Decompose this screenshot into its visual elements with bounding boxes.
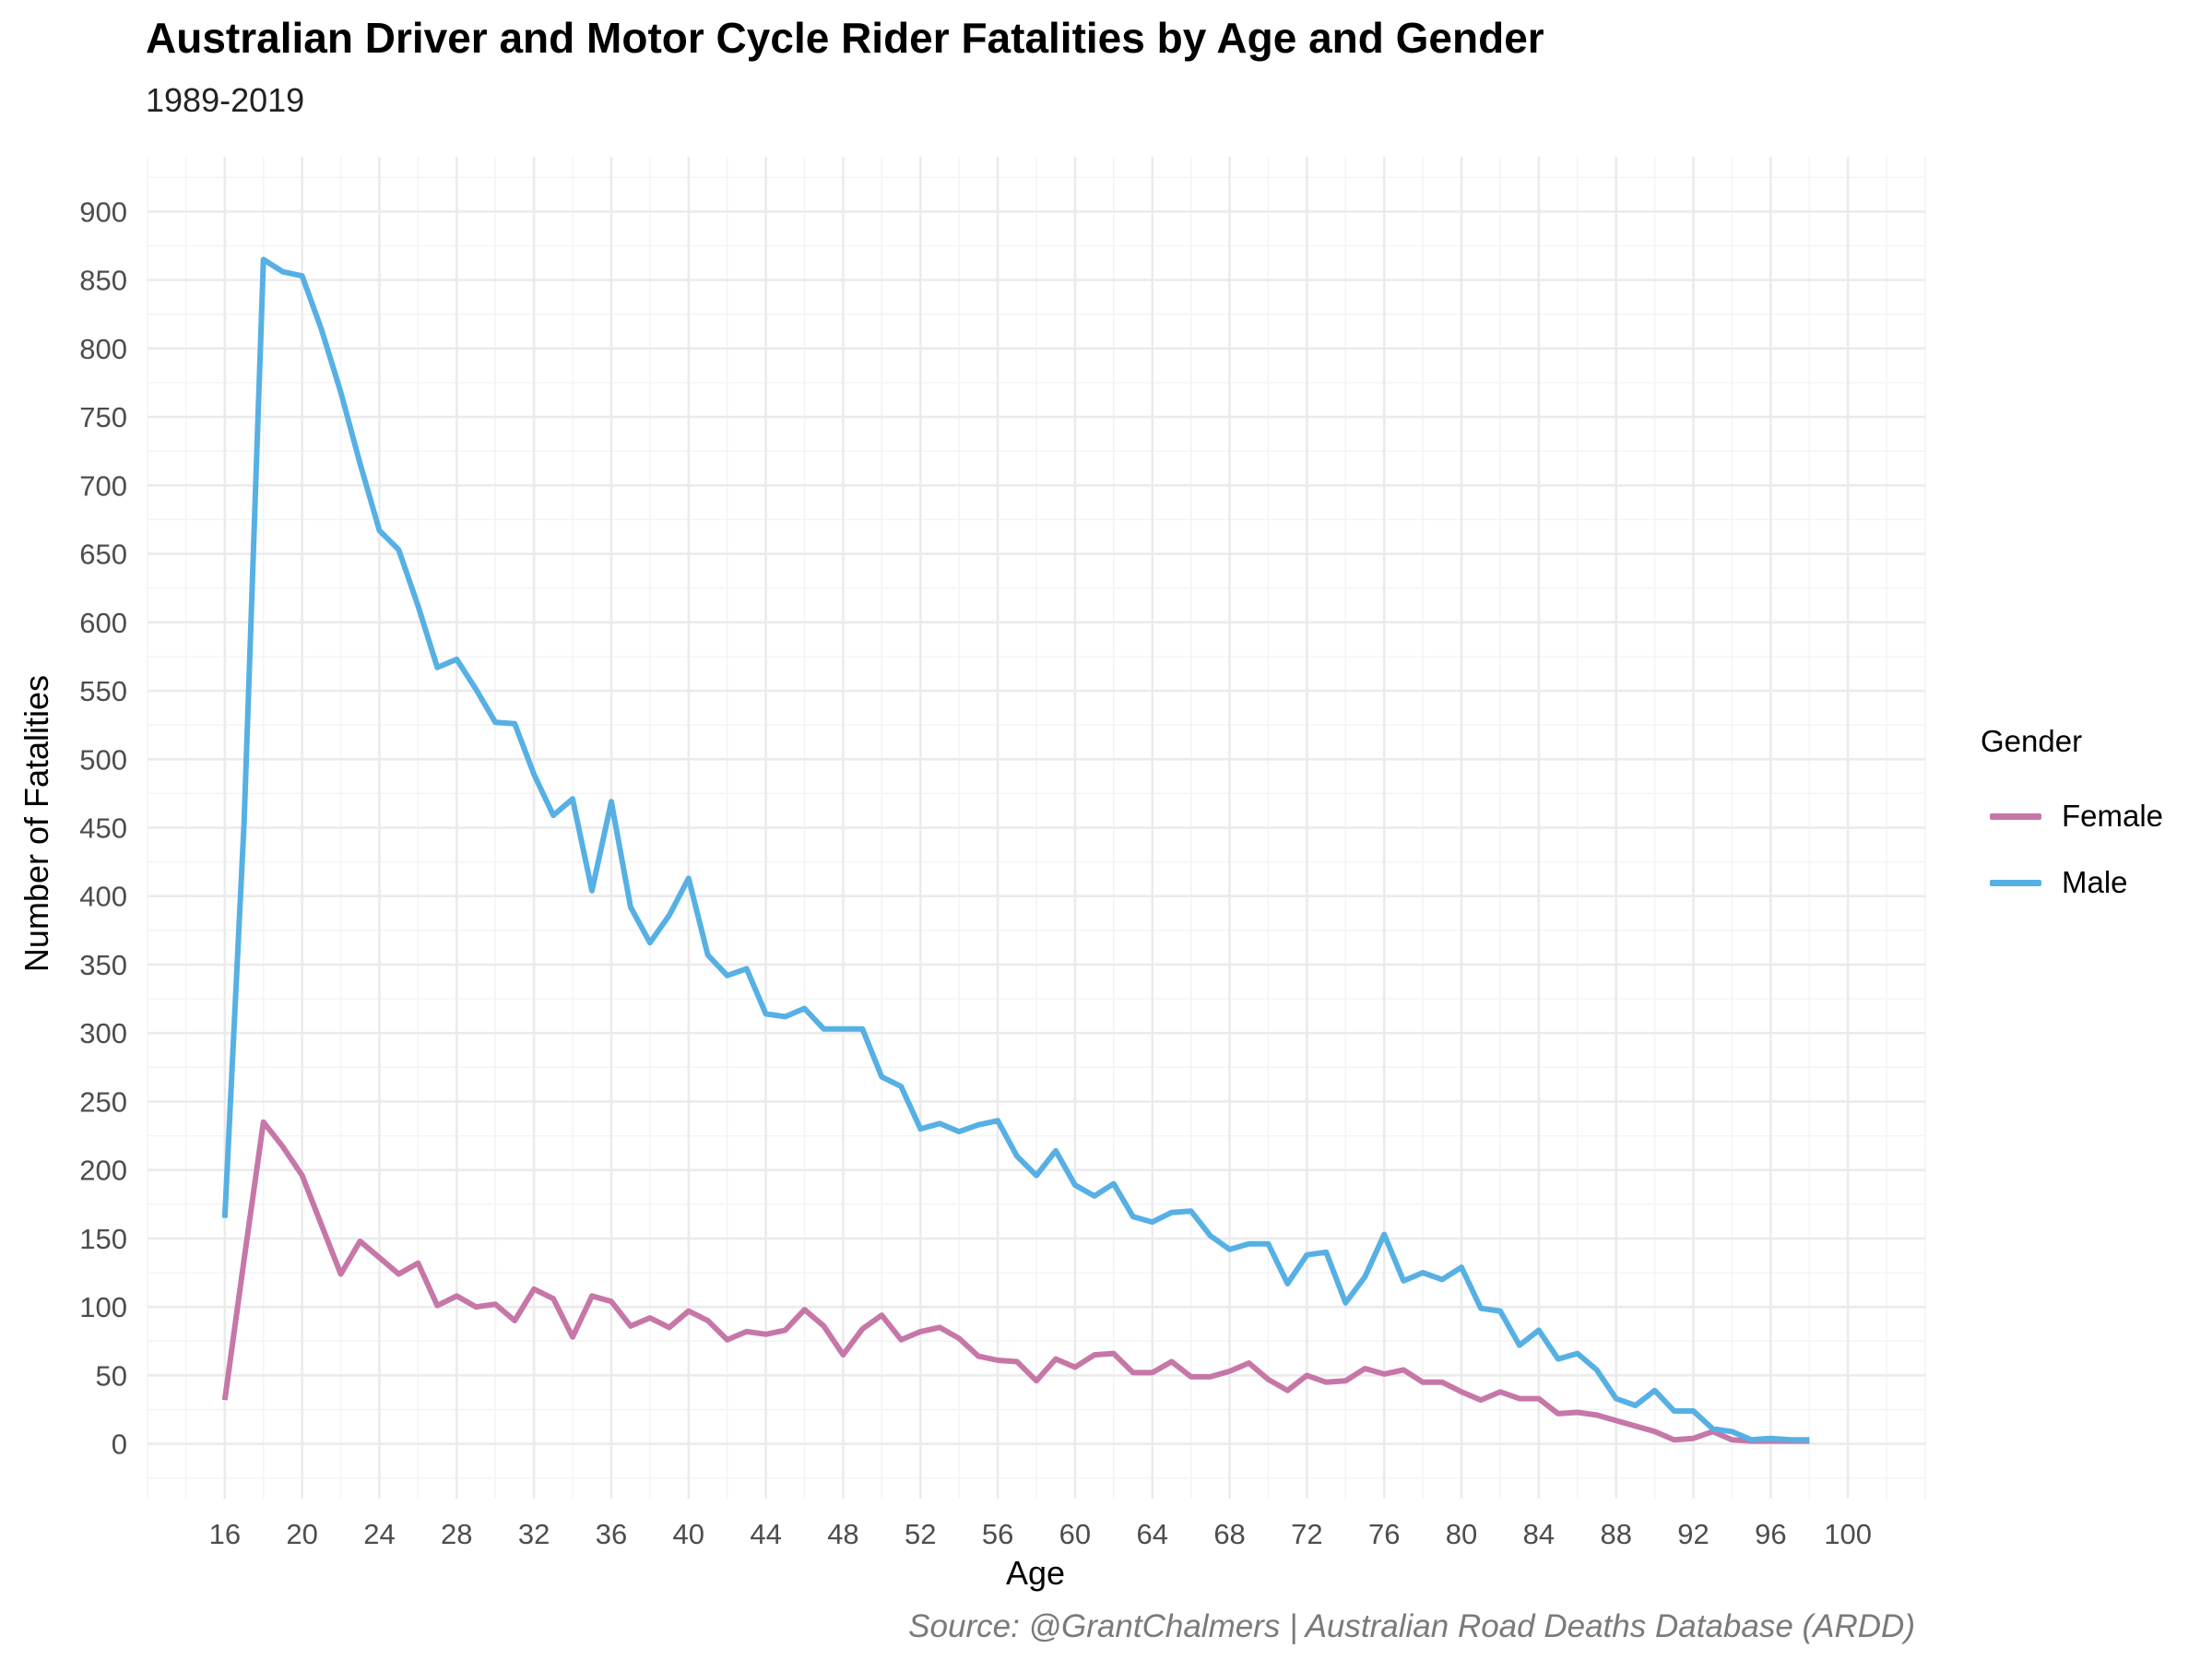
- x-tick-label: 84: [1523, 1518, 1555, 1550]
- x-tick-label: 68: [1213, 1518, 1245, 1550]
- x-axis-ticks: 16 20 24 28 32 36 40 44 48 52 56 60 64 68 72 76 80 84 88 92…: [209, 1518, 1872, 1550]
- y-tick-label: 400: [79, 881, 127, 913]
- y-tick-label: 850: [79, 265, 127, 297]
- y-tick-label: 500: [79, 743, 127, 776]
- series-line-male: [221, 256, 1810, 1443]
- y-tick-label: 200: [79, 1155, 127, 1187]
- y-tick-label: 700: [79, 469, 127, 502]
- x-tick-label: 72: [1291, 1518, 1322, 1550]
- x-tick-label: 44: [750, 1518, 781, 1550]
- x-tick-label: 40: [673, 1518, 704, 1550]
- x-tick-label: 24: [363, 1518, 395, 1550]
- x-tick-label: 20: [286, 1518, 317, 1550]
- y-tick-label: 650: [79, 539, 127, 571]
- grid-major: [148, 157, 1925, 1499]
- x-tick-label: 52: [905, 1518, 936, 1550]
- legend-title: Gender: [1981, 724, 2083, 758]
- legend: Gender Female Male: [1981, 724, 2163, 916]
- x-tick-label: 16: [209, 1518, 241, 1550]
- y-tick-label: 750: [79, 401, 127, 433]
- chart-subtitle: 1989-2019: [146, 81, 305, 119]
- series-layer: [221, 256, 1810, 1444]
- y-tick-label: 600: [79, 607, 127, 639]
- y-tick-label: 350: [79, 949, 127, 981]
- y-tick-label: 300: [79, 1017, 127, 1049]
- x-tick-label: 76: [1368, 1518, 1400, 1550]
- legend-item-female: Female: [1981, 783, 2163, 849]
- legend-label-male: Male: [2062, 865, 2128, 899]
- y-tick-label: 50: [96, 1359, 127, 1392]
- x-tick-label: 28: [441, 1518, 472, 1550]
- y-tick-label: 900: [79, 196, 127, 228]
- y-axis-label: Number of Fatalities: [18, 675, 55, 972]
- x-tick-label: 92: [1677, 1518, 1709, 1550]
- legend-key-male: [1990, 879, 2041, 886]
- y-tick-label: 100: [79, 1291, 127, 1323]
- x-tick-label: 80: [1446, 1518, 1477, 1550]
- x-tick-label: 48: [827, 1518, 858, 1550]
- source-caption: Source: @GrantChalmers | Australian Road…: [908, 1608, 1915, 1644]
- x-tick-label: 96: [1755, 1518, 1786, 1550]
- y-tick-label: 550: [79, 675, 127, 707]
- y-tick-label: 800: [79, 333, 127, 365]
- legend-label-female: Female: [2062, 799, 2164, 833]
- chart-title: Australian Driver and Motor Cycle Rider …: [146, 14, 1544, 62]
- x-tick-label: 60: [1059, 1518, 1091, 1550]
- y-tick-label: 150: [79, 1223, 127, 1255]
- y-tick-label: 250: [79, 1085, 127, 1118]
- x-tick-label: 88: [1600, 1518, 1631, 1550]
- x-tick-label: 32: [518, 1518, 550, 1550]
- legend-key-female: [1990, 812, 2041, 820]
- x-tick-label: 56: [982, 1518, 1013, 1550]
- legend-item-male: Male: [1981, 849, 2163, 916]
- x-tick-label: 36: [596, 1518, 627, 1550]
- y-tick-label: 450: [79, 812, 127, 845]
- x-tick-label: 100: [1824, 1518, 1872, 1550]
- x-tick-label: 64: [1136, 1518, 1167, 1550]
- y-tick-label: 0: [112, 1429, 127, 1461]
- x-axis-label: Age: [1006, 1554, 1065, 1592]
- series-line-female: [221, 1119, 1810, 1444]
- y-axis-ticks: 0 50 100 150 200 250 300 350 400 450 500 550 600 650 7…: [79, 196, 127, 1460]
